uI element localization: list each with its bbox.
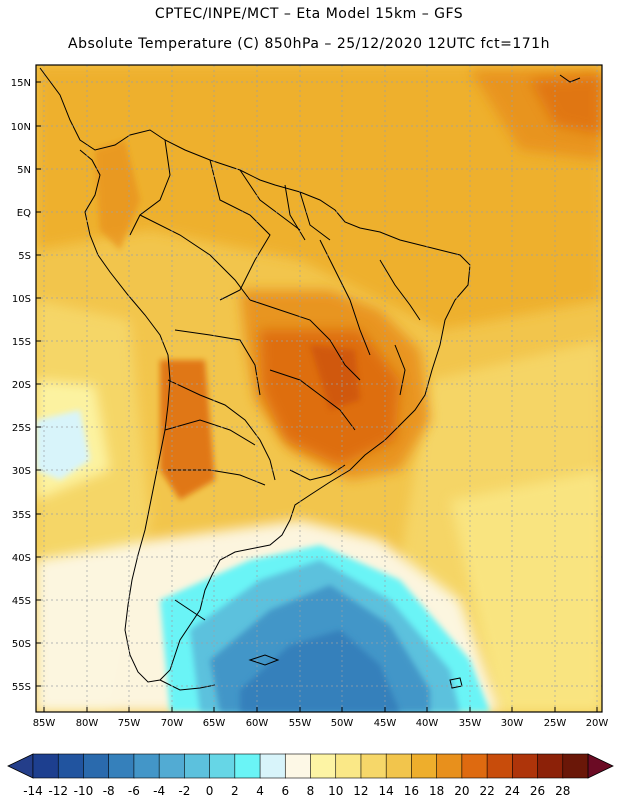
lon-label: 60W — [246, 718, 269, 729]
lat-label: 35S — [12, 510, 31, 521]
lat-label: 55S — [12, 682, 31, 693]
lat-label: 5S — [18, 251, 31, 262]
lon-label: 55W — [289, 718, 312, 729]
lat-label: 40S — [12, 553, 31, 564]
colorbar-under-arrow — [7, 753, 34, 779]
colorbar-label: 4 — [256, 784, 264, 798]
colorbar-swatch — [158, 753, 185, 779]
colorbar-label: 28 — [555, 784, 570, 798]
colorbar-swatch — [385, 753, 413, 779]
colorbar-label: 26 — [530, 784, 545, 798]
colorbar-label: -6 — [128, 784, 140, 798]
lon-label: 35W — [459, 718, 482, 729]
colorbar-swatch — [184, 753, 211, 779]
lon-label: 25W — [544, 718, 567, 729]
colorbar-swatch — [512, 753, 539, 779]
lat-label: 50S — [12, 639, 31, 650]
colorbar-swatch — [335, 753, 362, 779]
colorbar-swatch — [259, 753, 286, 779]
colorbar-label: -14 — [23, 784, 43, 798]
map-frame — [35, 64, 603, 713]
lat-ticks — [36, 81, 41, 687]
colorbar-swatch — [32, 753, 59, 779]
coastline — [39, 67, 581, 691]
colorbar-swatch — [57, 753, 85, 779]
colorbar-swatch — [537, 753, 564, 779]
lon-label: 80W — [76, 718, 99, 729]
colorbar-swatch — [108, 753, 135, 779]
colorbar-swatch — [486, 753, 513, 779]
lon-label: 75W — [118, 718, 141, 729]
colorbar-label: -10 — [74, 784, 94, 798]
colorbar-swatch — [284, 753, 312, 779]
lon-label: 40W — [416, 718, 439, 729]
colorbar-swatch — [461, 753, 488, 779]
temperature-field — [36, 65, 602, 712]
lon-ticks — [43, 707, 598, 712]
chart-title-line1: CPTEC/INPE/MCT – Eta Model 15km – GFS — [154, 6, 464, 22]
grid-lines — [36, 65, 602, 712]
colorbar-swatch — [411, 753, 438, 779]
colorbar-swatch — [360, 753, 387, 779]
colorbar-label: 18 — [429, 784, 444, 798]
chart-title-line2: Absolute Temperature (C) 850hPa – 25/12/… — [68, 36, 550, 52]
colorbar-over-arrow — [587, 753, 614, 779]
colorbar-swatch — [133, 753, 160, 779]
lat-label: 30S — [12, 466, 31, 477]
colorbar-label: 14 — [379, 784, 394, 798]
lat-label: 15N — [11, 78, 31, 89]
lon-label: 45W — [374, 718, 397, 729]
lon-label: 50W — [331, 718, 354, 729]
lon-label: 20W — [586, 718, 609, 729]
colorbar-label: 8 — [307, 784, 315, 798]
colorbar-swatch — [310, 753, 337, 779]
colorbar-swatch — [436, 753, 463, 779]
colorbar-label: 22 — [479, 784, 494, 798]
colorbar-label: 12 — [353, 784, 368, 798]
colorbar-label: 24 — [505, 784, 520, 798]
lat-label: 25S — [12, 423, 31, 434]
colorbar-label: -8 — [103, 784, 115, 798]
colorbar-label: -4 — [153, 784, 165, 798]
lon-label: 30W — [501, 718, 524, 729]
lat-label: EQ — [17, 208, 31, 219]
lat-label: 5N — [17, 165, 31, 176]
lat-label: 15S — [12, 337, 31, 348]
lat-label: 10N — [11, 122, 31, 133]
lon-label: 85W — [33, 718, 56, 729]
lon-label: 70W — [161, 718, 184, 729]
lat-label: 45S — [12, 596, 31, 607]
lat-label: 20S — [12, 380, 31, 391]
colorbar-label: 6 — [281, 784, 289, 798]
colorbar-label: 0 — [206, 784, 214, 798]
lon-label: 65W — [203, 718, 226, 729]
colorbar-swatch — [83, 753, 110, 779]
colorbar-swatch — [234, 753, 261, 779]
colorbar: -14 -12 -10 -8 -6 -4 -2 0 2 4 6 8 10 12 14 16 18 20 22 24 26… — [7, 753, 614, 798]
colorbar-swatch — [562, 753, 589, 779]
colorbar-label: -2 — [178, 784, 190, 798]
colorbar-label: -12 — [48, 784, 68, 798]
colorbar-swatch — [209, 753, 236, 779]
lat-label: 10S — [12, 294, 31, 305]
colorbar-label: 10 — [328, 784, 343, 798]
colorbar-label: 20 — [454, 784, 469, 798]
colorbar-label: 2 — [231, 784, 239, 798]
colorbar-label: 16 — [404, 784, 419, 798]
